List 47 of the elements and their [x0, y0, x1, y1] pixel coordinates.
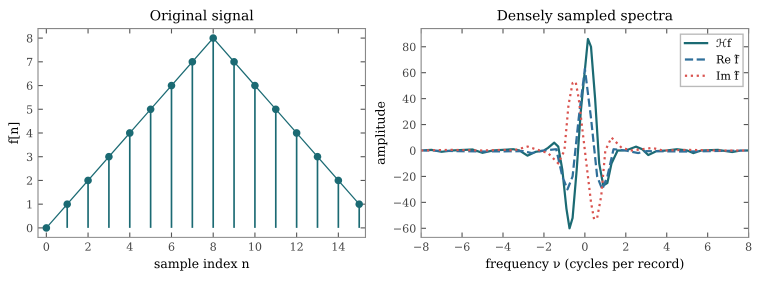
y-tick-label: 7: [27, 58, 32, 66]
y-tick-label: 1: [27, 200, 32, 208]
y-tick-label: 0: [410, 146, 416, 155]
x-tick-label: −4: [496, 242, 511, 251]
x-axis-title: frequency ν (cycles per record): [486, 258, 684, 271]
y-tick-label: 40: [402, 94, 416, 104]
point: [42, 224, 50, 232]
x-tick-label: −2: [536, 242, 552, 251]
x-tick-label: 6: [168, 242, 174, 251]
x-tick-label: 2: [85, 242, 91, 251]
x-tick-label: 4: [126, 242, 133, 251]
y-tick-label: −60: [394, 224, 416, 233]
x-tick-label: 0: [582, 242, 588, 251]
y-tick-label: −40: [394, 198, 416, 207]
y-tick-label: −20: [394, 172, 416, 181]
y-tick-label: 6: [26, 82, 32, 90]
y-tick-label: 80: [402, 42, 416, 52]
chart-title: Densely sampled spectra: [497, 10, 673, 24]
legend-label: ℋf: [716, 38, 732, 48]
x-axis-title: sample index n: [154, 258, 250, 271]
y-axis-title: amplitude: [375, 102, 388, 164]
x-tick-label: −6: [455, 242, 470, 251]
y-axis-title: f[n]: [8, 122, 20, 144]
x-tick-label: 8: [210, 242, 216, 251]
y-tick-label: 60: [402, 68, 416, 78]
line-series: [421, 68, 749, 191]
y-tick-label: 8: [26, 34, 32, 42]
x-tick-label: 0: [44, 242, 50, 251]
y-tick-label: 4: [26, 128, 33, 138]
legend-label: Im f̂: [716, 70, 740, 80]
chart-title: Original signal: [150, 10, 254, 24]
x-tick-label: 8: [746, 242, 752, 251]
line-series: [421, 38, 749, 230]
x-tick-label: 4: [664, 242, 670, 251]
x-tick-label: 2: [623, 242, 628, 251]
y-tick-label: 0: [26, 224, 32, 232]
y-tick-label: 5: [27, 105, 32, 114]
y-tick-label: 20: [402, 120, 416, 129]
x-tick-label: 10: [249, 242, 262, 251]
x-tick-label: −8: [414, 242, 429, 251]
x-tick-label: 14: [332, 242, 345, 251]
legend-label: Re f̂: [716, 54, 740, 64]
y-tick-label: 3: [26, 152, 32, 162]
x-tick-label: 12: [290, 242, 303, 251]
x-tick-label: 6: [704, 242, 710, 251]
y-tick-label: 2: [26, 176, 32, 185]
point: [355, 200, 364, 208]
